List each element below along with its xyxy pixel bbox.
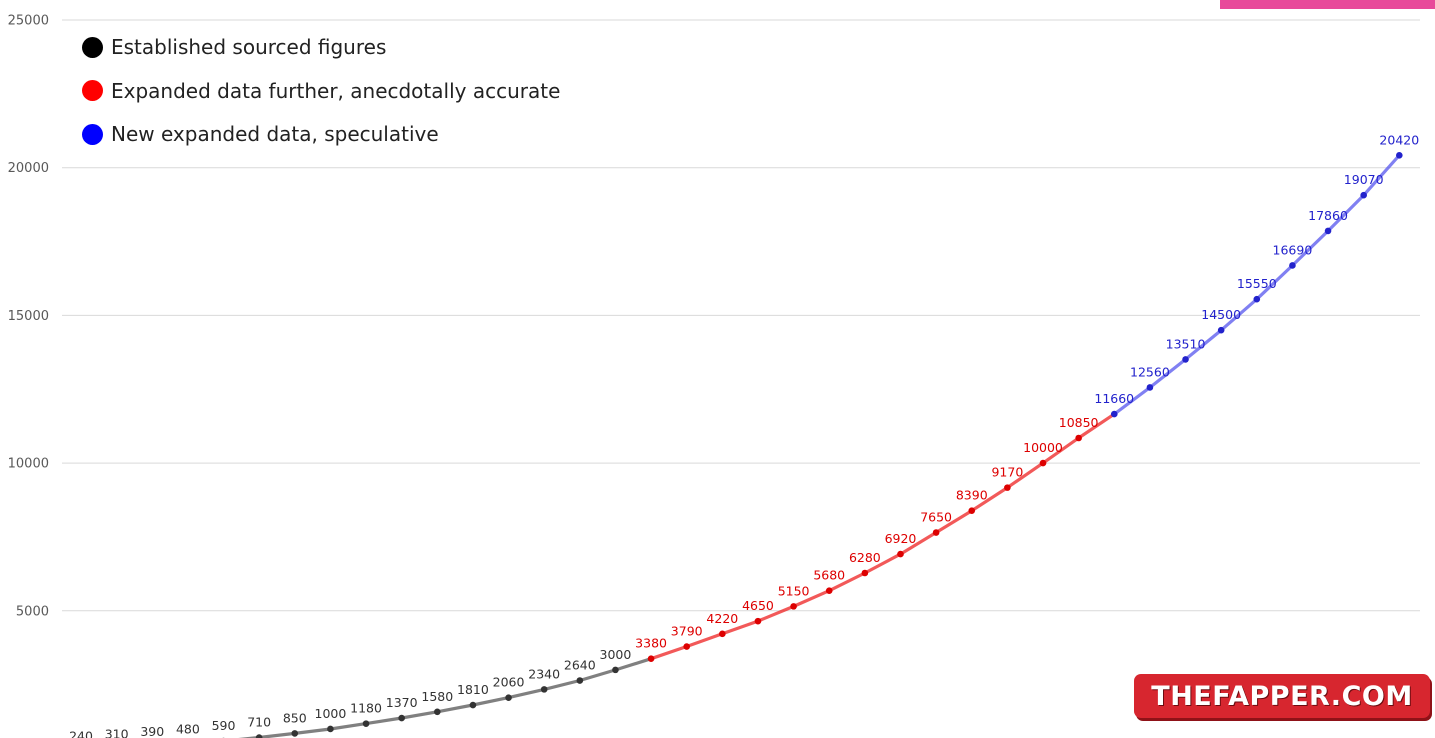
data-label: 14500 bbox=[1201, 307, 1241, 322]
legend-item-speculative: New expanded data, speculative bbox=[82, 122, 560, 146]
legend-label: Expanded data further, anecdotally accur… bbox=[111, 78, 561, 103]
data-point bbox=[255, 734, 263, 738]
data-label: 6280 bbox=[849, 550, 881, 565]
legend-marker-red bbox=[82, 80, 103, 101]
data-label: 240 bbox=[69, 728, 93, 738]
data-label: 1370 bbox=[386, 695, 418, 710]
data-label: 8390 bbox=[956, 488, 988, 503]
data-point bbox=[647, 655, 655, 662]
data-point bbox=[291, 730, 299, 737]
data-point bbox=[1039, 459, 1047, 467]
data-label: 1180 bbox=[350, 701, 382, 716]
data-point bbox=[469, 701, 477, 709]
data-point bbox=[719, 630, 726, 638]
legend-item-expanded: Expanded data further, anecdotally accur… bbox=[82, 78, 561, 103]
data-point bbox=[1075, 434, 1082, 442]
data-label: 590 bbox=[212, 718, 236, 733]
data-label: 3790 bbox=[671, 624, 703, 639]
data-label: 9170 bbox=[991, 465, 1023, 480]
series-line bbox=[649, 412, 1116, 661]
data-label: 710 bbox=[247, 715, 271, 730]
data-point bbox=[968, 507, 976, 514]
legend-label: Established sourced figures bbox=[111, 35, 387, 59]
legend-marker-black bbox=[82, 36, 103, 58]
data-label: 10000 bbox=[1023, 440, 1063, 455]
data-point bbox=[1217, 326, 1225, 334]
data-label: 310 bbox=[105, 726, 129, 738]
data-point bbox=[1253, 295, 1261, 303]
data-label: 1000 bbox=[315, 706, 347, 721]
data-label: 3380 bbox=[635, 636, 667, 651]
data-point bbox=[362, 720, 370, 727]
data-label: 1580 bbox=[421, 689, 453, 704]
data-label: 12560 bbox=[1130, 364, 1170, 379]
data-point bbox=[790, 603, 797, 610]
data-point bbox=[327, 725, 334, 733]
chart-legend: Established sourced figures Expanded dat… bbox=[82, 35, 561, 167]
data-point bbox=[612, 666, 619, 674]
gridlines bbox=[62, 19, 1420, 612]
data-label: 4650 bbox=[742, 598, 774, 613]
data-label: 2640 bbox=[564, 658, 596, 673]
data-label: 2340 bbox=[528, 666, 560, 681]
data-label: 1810 bbox=[457, 682, 489, 697]
data-label: 10850 bbox=[1059, 415, 1099, 430]
data-label: 5680 bbox=[813, 568, 845, 583]
data-label: 19070 bbox=[1344, 172, 1384, 187]
data-point bbox=[1324, 227, 1332, 235]
legend-marker-blue bbox=[82, 123, 103, 145]
data-label: 20420 bbox=[1379, 132, 1419, 147]
data-point bbox=[1004, 484, 1011, 491]
data-point bbox=[897, 550, 904, 558]
data-point bbox=[1396, 151, 1403, 159]
data-label: 2060 bbox=[493, 675, 525, 690]
data-points bbox=[222, 151, 1403, 738]
watermark-text: THEFAPPER.COM bbox=[1151, 680, 1413, 712]
data-label: 5150 bbox=[778, 583, 810, 598]
data-label: 7650 bbox=[920, 510, 952, 525]
top-right-banner-fragment bbox=[1220, 0, 1435, 9]
data-label: 480 bbox=[176, 721, 200, 736]
data-label: 4220 bbox=[706, 611, 738, 626]
data-point bbox=[683, 643, 691, 650]
data-label: 850 bbox=[283, 710, 307, 725]
y-tick-label: 15000 bbox=[8, 309, 49, 324]
y-axis-tick-labels: 5000 10000 15000 20000 25000 bbox=[8, 14, 49, 620]
data-labels: 240 310 390 480 590 710 850 1000 1180 1370 1580 181… bbox=[69, 132, 1419, 738]
series-lines bbox=[238, 153, 1401, 738]
data-point bbox=[1360, 191, 1367, 199]
data-label: 3000 bbox=[600, 647, 632, 662]
data-point bbox=[932, 529, 940, 536]
y-tick-label: 25000 bbox=[8, 14, 49, 29]
data-point bbox=[861, 569, 869, 577]
data-point bbox=[1289, 262, 1296, 269]
data-label: 17860 bbox=[1308, 208, 1348, 223]
data-point bbox=[825, 587, 833, 595]
legend-item-established: Established sourced figures bbox=[82, 35, 560, 59]
data-label: 11660 bbox=[1094, 391, 1134, 406]
data-point bbox=[505, 694, 512, 701]
data-label: 16690 bbox=[1273, 242, 1313, 257]
data-label: 390 bbox=[140, 724, 164, 738]
y-tick-label: 10000 bbox=[8, 457, 49, 472]
data-point bbox=[398, 714, 405, 722]
data-point bbox=[434, 708, 441, 716]
data-point bbox=[1146, 384, 1154, 391]
data-point bbox=[1182, 356, 1189, 363]
y-tick-label: 20000 bbox=[8, 161, 49, 176]
data-point bbox=[1110, 410, 1118, 418]
data-label: 6920 bbox=[885, 531, 917, 546]
data-label: 13510 bbox=[1166, 336, 1206, 351]
legend-label: New expanded data, speculative bbox=[111, 122, 439, 146]
data-label: 15550 bbox=[1237, 276, 1277, 291]
watermark-logo: THEFAPPER.COM bbox=[1134, 674, 1430, 718]
y-tick-label: 5000 bbox=[16, 604, 49, 619]
data-point bbox=[754, 617, 762, 625]
data-point bbox=[576, 677, 584, 684]
data-point bbox=[540, 686, 548, 693]
